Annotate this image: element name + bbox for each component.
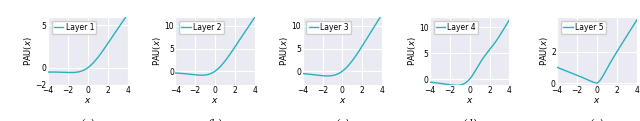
X-axis label: $x$: $x$ bbox=[211, 96, 219, 106]
Text: (c): (c) bbox=[335, 119, 349, 121]
Text: (b): (b) bbox=[208, 119, 223, 121]
X-axis label: $x$: $x$ bbox=[84, 96, 92, 106]
Legend: Layer 3: Layer 3 bbox=[307, 21, 351, 34]
Text: (d): (d) bbox=[462, 119, 477, 121]
Y-axis label: PAU$(x)$: PAU$(x)$ bbox=[538, 36, 550, 66]
Y-axis label: PAU$(x)$: PAU$(x)$ bbox=[22, 36, 34, 66]
X-axis label: $x$: $x$ bbox=[339, 96, 346, 106]
Y-axis label: PAU$(x)$: PAU$(x)$ bbox=[151, 36, 163, 66]
X-axis label: $x$: $x$ bbox=[593, 96, 601, 106]
Text: (e): (e) bbox=[590, 119, 604, 121]
Legend: Layer 2: Layer 2 bbox=[179, 21, 223, 34]
Text: (a): (a) bbox=[81, 119, 95, 121]
X-axis label: $x$: $x$ bbox=[466, 96, 474, 106]
Legend: Layer 5: Layer 5 bbox=[561, 21, 605, 34]
Y-axis label: PAU$(x)$: PAU$(x)$ bbox=[406, 36, 417, 66]
Legend: Layer 1: Layer 1 bbox=[52, 21, 97, 34]
Legend: Layer 4: Layer 4 bbox=[434, 21, 479, 34]
Y-axis label: PAU$(x)$: PAU$(x)$ bbox=[278, 36, 290, 66]
